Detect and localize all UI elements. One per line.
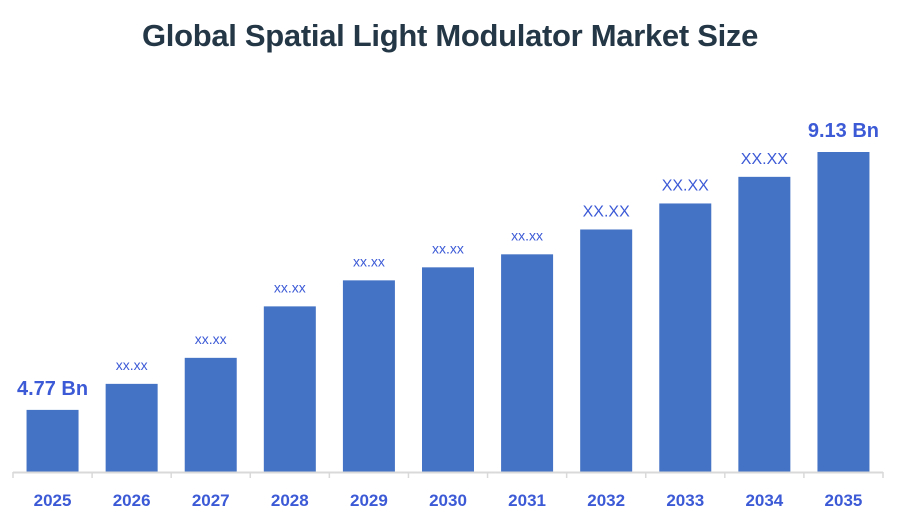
x-tick-label-2033: 2033 [666, 491, 704, 510]
x-tick-label-2030: 2030 [429, 491, 467, 510]
x-tick-label-2032: 2032 [587, 491, 625, 510]
data-label-2031: xx.xx [511, 227, 543, 243]
data-label-2033: XX.XX [662, 177, 709, 194]
bar-2031 [501, 254, 554, 472]
data-label-2028: xx.xx [274, 279, 306, 295]
x-tick-label-2029: 2029 [350, 491, 388, 510]
data-label-2025: 4.77 Bn [17, 378, 88, 400]
x-tick-label-2025: 2025 [34, 491, 72, 510]
x-tick-label-2027: 2027 [192, 491, 230, 510]
x-tick-label-2035: 2035 [825, 491, 863, 510]
bar-2028 [263, 306, 316, 472]
x-tick-label-2031: 2031 [508, 491, 546, 510]
bar-2026 [105, 383, 158, 472]
bar-2035 [817, 152, 870, 472]
bar-2029 [342, 280, 395, 472]
data-label-2035: 9.13 Bn [808, 120, 879, 142]
bar-2032 [580, 229, 633, 472]
bar-2033 [659, 203, 712, 472]
data-label-2034: XX.XX [741, 151, 788, 168]
chart-title: Global Spatial Light Modulator Market Si… [141, 18, 759, 53]
bar-2027 [184, 357, 237, 472]
bar-2025 [26, 409, 79, 472]
data-label-2027: xx.xx [195, 331, 227, 347]
data-label-2030: xx.xx [432, 240, 464, 256]
data-label-2032: XX.XX [583, 203, 630, 220]
x-tick-label-2028: 2028 [271, 491, 309, 510]
bar-2030 [422, 267, 474, 472]
data-label-2029: xx.xx [353, 253, 385, 269]
x-tick-label-2026: 2026 [113, 491, 151, 510]
data-label-2026: xx.xx [116, 357, 148, 373]
bar-2034 [738, 176, 791, 472]
x-tick-label-2034: 2034 [745, 491, 783, 510]
